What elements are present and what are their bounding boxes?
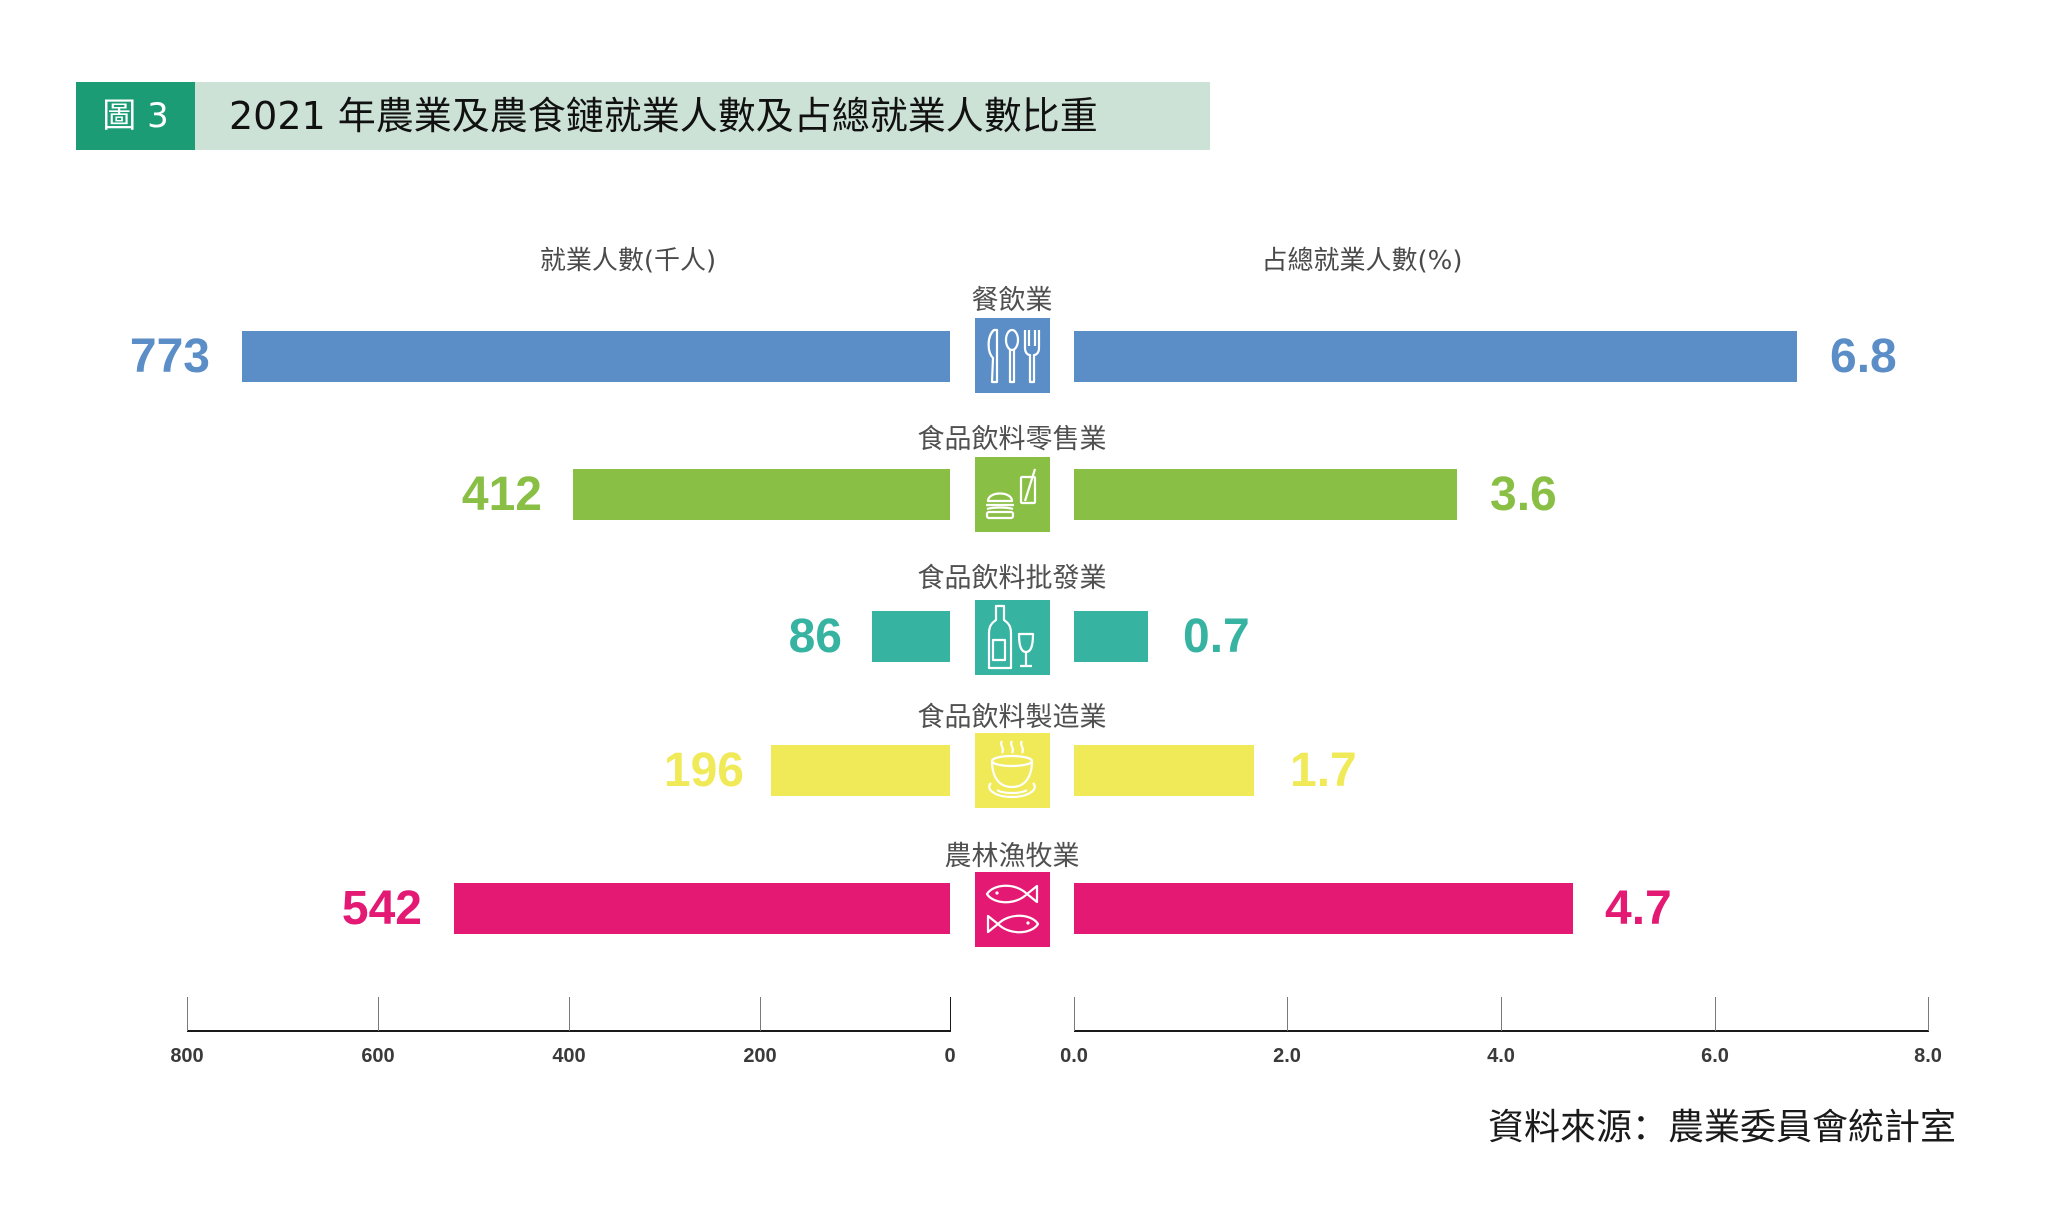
employed-value: 773 [129, 330, 210, 383]
right-tick-label: 6.0 [1701, 1045, 1729, 1067]
cutlery-icon [975, 318, 1050, 393]
share-bar [1074, 469, 1457, 520]
employed-bar [454, 883, 950, 934]
right-tick-label: 2.0 [1273, 1045, 1301, 1067]
axis-tick [187, 997, 188, 1031]
employed-bar [872, 611, 950, 662]
employed-value: 86 [788, 610, 842, 663]
axis-tick [378, 997, 379, 1031]
axis-tick [1501, 997, 1502, 1031]
share-value: 6.8 [1830, 330, 1897, 383]
share-value: 4.7 [1605, 882, 1672, 935]
fish-icon [975, 872, 1050, 947]
category-label: 食品飲料零售業 [917, 424, 1107, 455]
left-x-axis [187, 1030, 951, 1032]
employed-value: 542 [341, 882, 422, 935]
axis-tick [760, 997, 761, 1031]
category-label: 農林漁牧業 [944, 841, 1080, 872]
share-bar [1074, 883, 1573, 934]
left-tick-label: 200 [743, 1045, 777, 1067]
wine-bottle-glass-icon [975, 600, 1050, 675]
axis-tick [1715, 997, 1716, 1031]
category-label: 食品飲料批發業 [917, 563, 1107, 594]
right-tick-label: 0.0 [1060, 1045, 1088, 1067]
right-tick-label: 4.0 [1487, 1045, 1515, 1067]
chart-title: 2021 年農業及農食鏈就業人數及占總就業人數比重 [229, 94, 1098, 138]
title-band: 圖 3 2021 年農業及農食鏈就業人數及占總就業人數比重 [76, 82, 1210, 150]
left-tick-label: 600 [361, 1045, 395, 1067]
category-label: 餐飲業 [971, 285, 1053, 316]
left-tick-label: 0 [944, 1045, 956, 1067]
share-value: 1.7 [1290, 744, 1357, 797]
axis-tick [569, 997, 570, 1031]
left-tick-label: 400 [552, 1045, 586, 1067]
axis-tick [1287, 997, 1288, 1031]
axis-tick [1928, 997, 1929, 1031]
left-tick-label: 800 [170, 1045, 204, 1067]
category-label: 食品飲料製造業 [917, 702, 1107, 733]
left-axis-header: 就業人數(千人) [539, 246, 717, 276]
share-value: 3.6 [1490, 468, 1557, 521]
burger-drink-icon [975, 457, 1050, 532]
employed-value: 196 [663, 744, 744, 797]
share-value: 0.7 [1183, 610, 1250, 663]
share-bar [1074, 331, 1797, 382]
axis-tick [1074, 997, 1075, 1031]
employed-bar [242, 331, 950, 382]
figure-number-badge: 圖 3 [76, 82, 195, 150]
share-bar [1074, 611, 1148, 662]
hot-cup-icon [975, 733, 1050, 808]
right-x-axis [1074, 1030, 1929, 1032]
right-tick-label: 8.0 [1914, 1045, 1942, 1067]
employed-bar [771, 745, 950, 796]
right-axis-header: 占總就業人數(%) [1261, 246, 1463, 276]
employed-bar [573, 469, 950, 520]
share-bar [1074, 745, 1254, 796]
axis-tick [950, 997, 951, 1031]
source-note: 資料來源：農業委員會統計室 [1488, 1107, 1957, 1148]
employed-value: 412 [461, 468, 542, 521]
